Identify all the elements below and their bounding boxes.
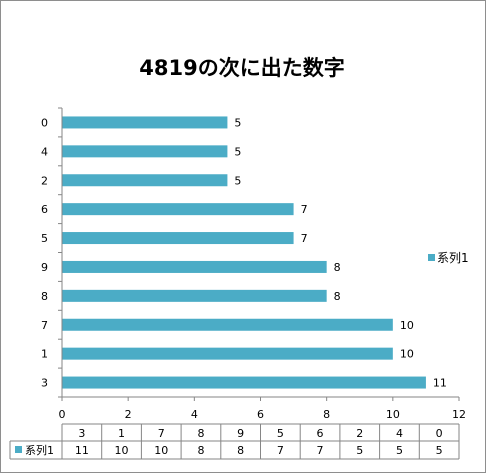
table-header-cell-4: 4 (396, 427, 403, 440)
data-label-0: 5 (234, 116, 241, 129)
data-label-5: 7 (301, 232, 308, 245)
bar-9 (62, 260, 327, 273)
table-value-cell-8: 8 (197, 444, 204, 457)
table-legend-key (15, 446, 22, 453)
bar-1 (62, 347, 393, 360)
legend-swatch (428, 254, 435, 261)
bars-layer: 11 10 10 8 8 7 7 5 5 5 (62, 116, 447, 390)
legend: 系列1 (428, 249, 469, 266)
table-header-cell-2: 2 (356, 427, 363, 440)
table-header-cell-1: 1 (118, 427, 125, 440)
y-tick-label-3: 3 (41, 377, 48, 390)
bar-2 (62, 174, 228, 187)
data-label-1: 10 (400, 348, 414, 361)
table-value-cell-7: 10 (154, 444, 168, 457)
bar-8 (62, 289, 327, 302)
table-header-cell-0: 0 (436, 427, 443, 440)
table-header-cell-5: 5 (277, 427, 284, 440)
y-tick-label-6: 6 (41, 203, 48, 216)
data-label-2: 5 (234, 174, 241, 187)
bar-0 (62, 116, 228, 129)
bar-6 (62, 203, 294, 216)
data-label-7: 10 (400, 319, 414, 332)
table-value-cell-6: 7 (317, 444, 324, 457)
y-tick-label-1: 1 (41, 348, 48, 361)
table-value-cell-1: 10 (115, 444, 129, 457)
chart-title: 4819の次に出た数字 (139, 56, 345, 80)
data-label-6: 7 (301, 203, 308, 216)
table-header-cell-8: 8 (197, 427, 204, 440)
table-row-header: 系列1 (25, 443, 54, 457)
y-tick-label-8: 8 (41, 290, 48, 303)
x-tick-label-4: 4 (191, 408, 198, 421)
y-tick-label-0: 0 (41, 116, 48, 129)
table-value-cell-3: 11 (75, 444, 89, 457)
data-label-9: 8 (334, 261, 341, 274)
y-tick-label-2: 2 (41, 174, 48, 187)
x-tick-label-12: 12 (452, 408, 466, 421)
table-header-cell-6: 6 (317, 427, 324, 440)
x-tick-label-10: 10 (386, 408, 400, 421)
table-value-cell-0: 5 (436, 444, 443, 457)
table-header-cell-7: 7 (158, 427, 165, 440)
bar-5 (62, 232, 294, 245)
data-label-3: 11 (433, 377, 447, 390)
bar-4 (62, 145, 228, 158)
table-header-cell-9: 9 (237, 427, 244, 440)
table-header-cell-3: 3 (78, 427, 85, 440)
y-tick-label-5: 5 (41, 232, 48, 245)
y-tick-label-9: 9 (41, 261, 48, 274)
bar-7 (62, 318, 393, 331)
x-tick-label-0: 0 (59, 408, 66, 421)
data-label-4: 5 (234, 145, 241, 158)
x-tick-label-6: 6 (257, 408, 264, 421)
legend-label: 系列1 (437, 251, 469, 265)
table-value-cell-9: 8 (237, 444, 244, 457)
data-label-8: 8 (334, 290, 341, 303)
x-tick-label-2: 2 (125, 408, 132, 421)
y-tick-label-4: 4 (41, 145, 48, 158)
bar-3 (62, 376, 426, 389)
x-tick-label-8: 8 (323, 408, 330, 421)
table-value-cell-2: 5 (356, 444, 363, 457)
table-value-cell-5: 7 (277, 444, 284, 457)
table-value-cell-4: 5 (396, 444, 403, 457)
y-tick-label-7: 7 (41, 319, 48, 332)
axis-layer: 3 1 7 8 9 5 6 2 4 0 0 2 4 6 8 10 12 (41, 107, 466, 421)
